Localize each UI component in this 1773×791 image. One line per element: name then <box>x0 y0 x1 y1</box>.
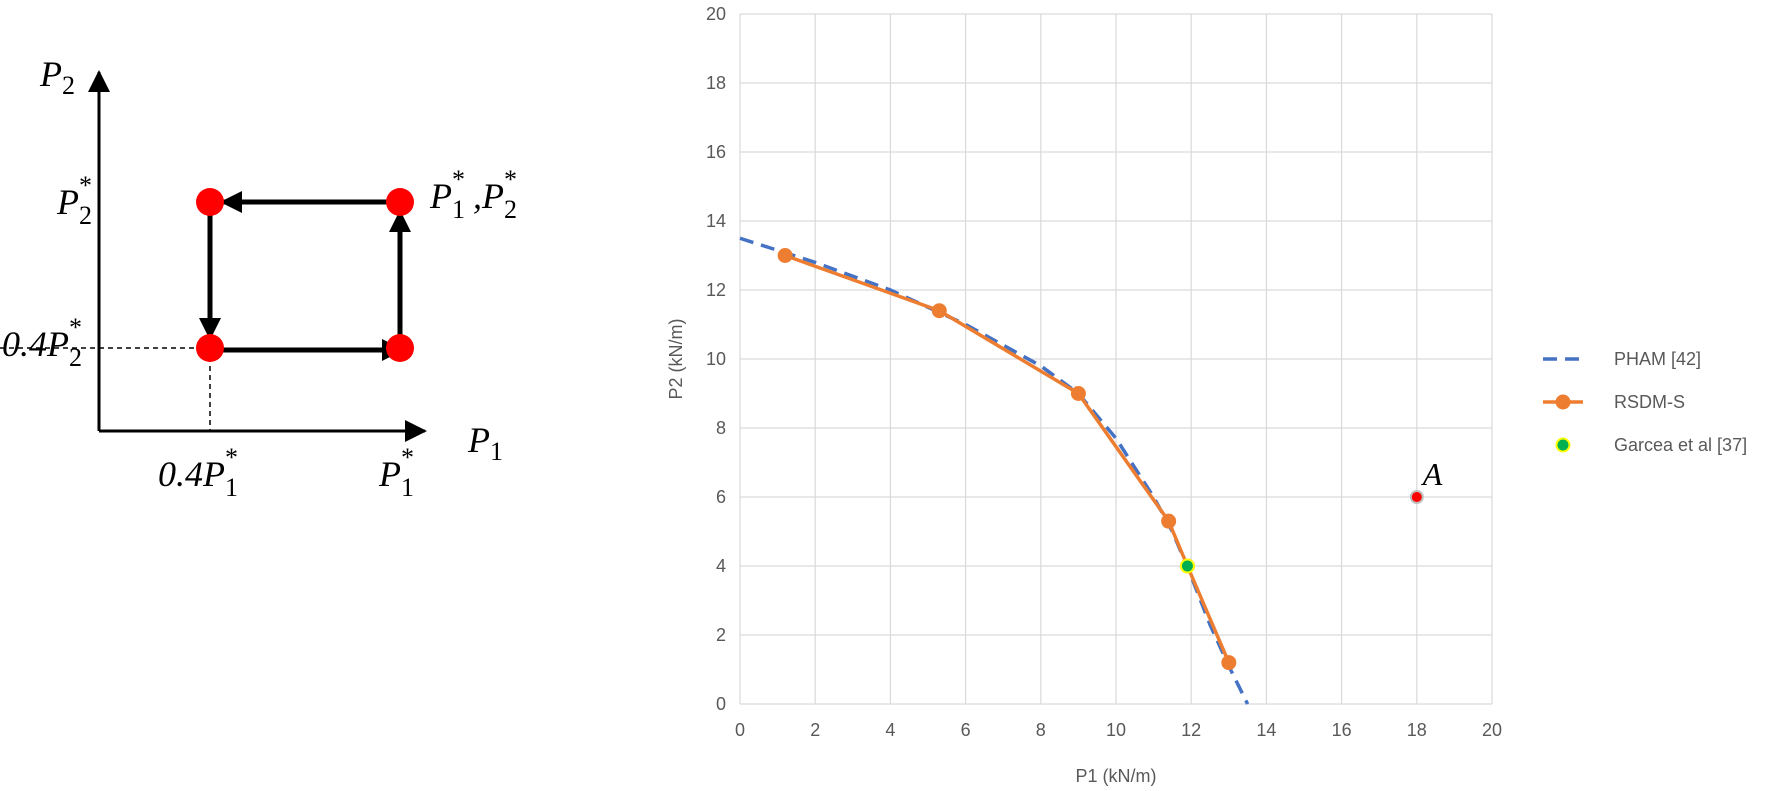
label-part: P <box>39 54 62 94</box>
label-part: P <box>467 420 490 460</box>
label-part: 2 <box>62 71 75 100</box>
x-tick-label: 14 <box>1256 720 1276 740</box>
x-tick-label: 2 <box>810 720 820 740</box>
y-axis-title: P2 (kN/m) <box>666 319 686 400</box>
label-part: P <box>378 454 401 494</box>
y-tick-label: 8 <box>716 418 726 438</box>
corner-label: P1* ,P2* <box>429 165 517 224</box>
data-point <box>931 303 947 319</box>
label-part: * <box>452 165 465 194</box>
series-line <box>784 253 1231 664</box>
label-part: P <box>202 454 225 494</box>
legend-marker <box>1555 437 1571 453</box>
series-line <box>739 236 1250 705</box>
diagram-y-label: P2 <box>39 54 75 100</box>
load-path-diagram: P2 P1 P2* 0.4P2* 0.4P1* P1* P1* ,P2* <box>0 54 517 502</box>
label-part: * <box>79 171 92 200</box>
data-point <box>1221 655 1237 671</box>
x-axis-title: P1 (kN/m) <box>1076 766 1157 786</box>
legend-label: RSDM-S <box>1614 392 1685 412</box>
load-point <box>196 334 224 362</box>
x-tick-label: 6 <box>961 720 971 740</box>
point-a <box>1409 490 1424 504</box>
p2-04-label: 0.4P2* <box>2 313 82 372</box>
label-part: * <box>225 443 238 472</box>
chart: 0 2 4 6 8 10 12 14 16 18 20 0 2 4 6 8 10 12 14 16 18 20 P1 (kN… <box>666 4 1747 786</box>
legend-label: PHAM [42] <box>1614 349 1701 369</box>
x-tick-label: 0 <box>735 720 745 740</box>
label-part: P <box>429 176 452 216</box>
y-tick-label: 18 <box>706 73 726 93</box>
y-tick-label: 4 <box>716 556 726 576</box>
y-tick-label: 14 <box>706 211 726 231</box>
p1-star-label: P1* <box>378 443 414 502</box>
label-part: P <box>481 176 504 216</box>
label-part: * <box>504 165 517 194</box>
x-tick-label: 8 <box>1036 720 1046 740</box>
label-part: 2 <box>504 195 517 224</box>
y-tick-label: 12 <box>706 280 726 300</box>
label-part: , <box>473 176 482 216</box>
p1-04-label: 0.4P1* <box>158 443 238 502</box>
p2-star-label: P2* <box>56 171 92 230</box>
label-part: P <box>46 324 69 364</box>
load-point <box>386 334 414 362</box>
label-part: 0.4 <box>158 454 203 494</box>
label-part: 1 <box>401 473 414 502</box>
y-tick-label: 16 <box>706 142 726 162</box>
x-tick-label: 10 <box>1106 720 1126 740</box>
data-point <box>777 248 793 263</box>
x-tick-label: 16 <box>1332 720 1352 740</box>
data-point <box>1161 513 1177 529</box>
y-tick-label: 6 <box>716 487 726 507</box>
x-tick-label: 18 <box>1407 720 1427 740</box>
label-part: 0.4 <box>2 324 47 364</box>
y-tick-label: 10 <box>706 349 726 369</box>
y-tick-label: 0 <box>716 694 726 714</box>
y-tick-label: 2 <box>716 625 726 645</box>
x-tick-label: 12 <box>1181 720 1201 740</box>
y-tick-label: 20 <box>706 4 726 24</box>
label-part: 2 <box>69 343 82 372</box>
label-part: P <box>56 182 79 222</box>
load-point <box>196 188 224 216</box>
load-point <box>386 188 414 216</box>
data-point <box>1179 558 1195 574</box>
label-part: 1 <box>490 437 503 466</box>
x-tick-label: 4 <box>885 720 895 740</box>
legend-label: Garcea et al [37] <box>1614 435 1747 455</box>
legend-marker <box>1555 394 1571 410</box>
label-part: * <box>401 443 414 472</box>
diagram-x-label: P1 <box>467 420 503 466</box>
label-part: * <box>69 313 82 342</box>
point-a-label: A <box>1421 456 1443 492</box>
label-part: 1 <box>225 473 238 502</box>
label-part: 2 <box>79 201 92 230</box>
data-point <box>1070 386 1086 401</box>
x-tick-label: 20 <box>1482 720 1502 740</box>
label-part: 1 <box>452 195 465 224</box>
